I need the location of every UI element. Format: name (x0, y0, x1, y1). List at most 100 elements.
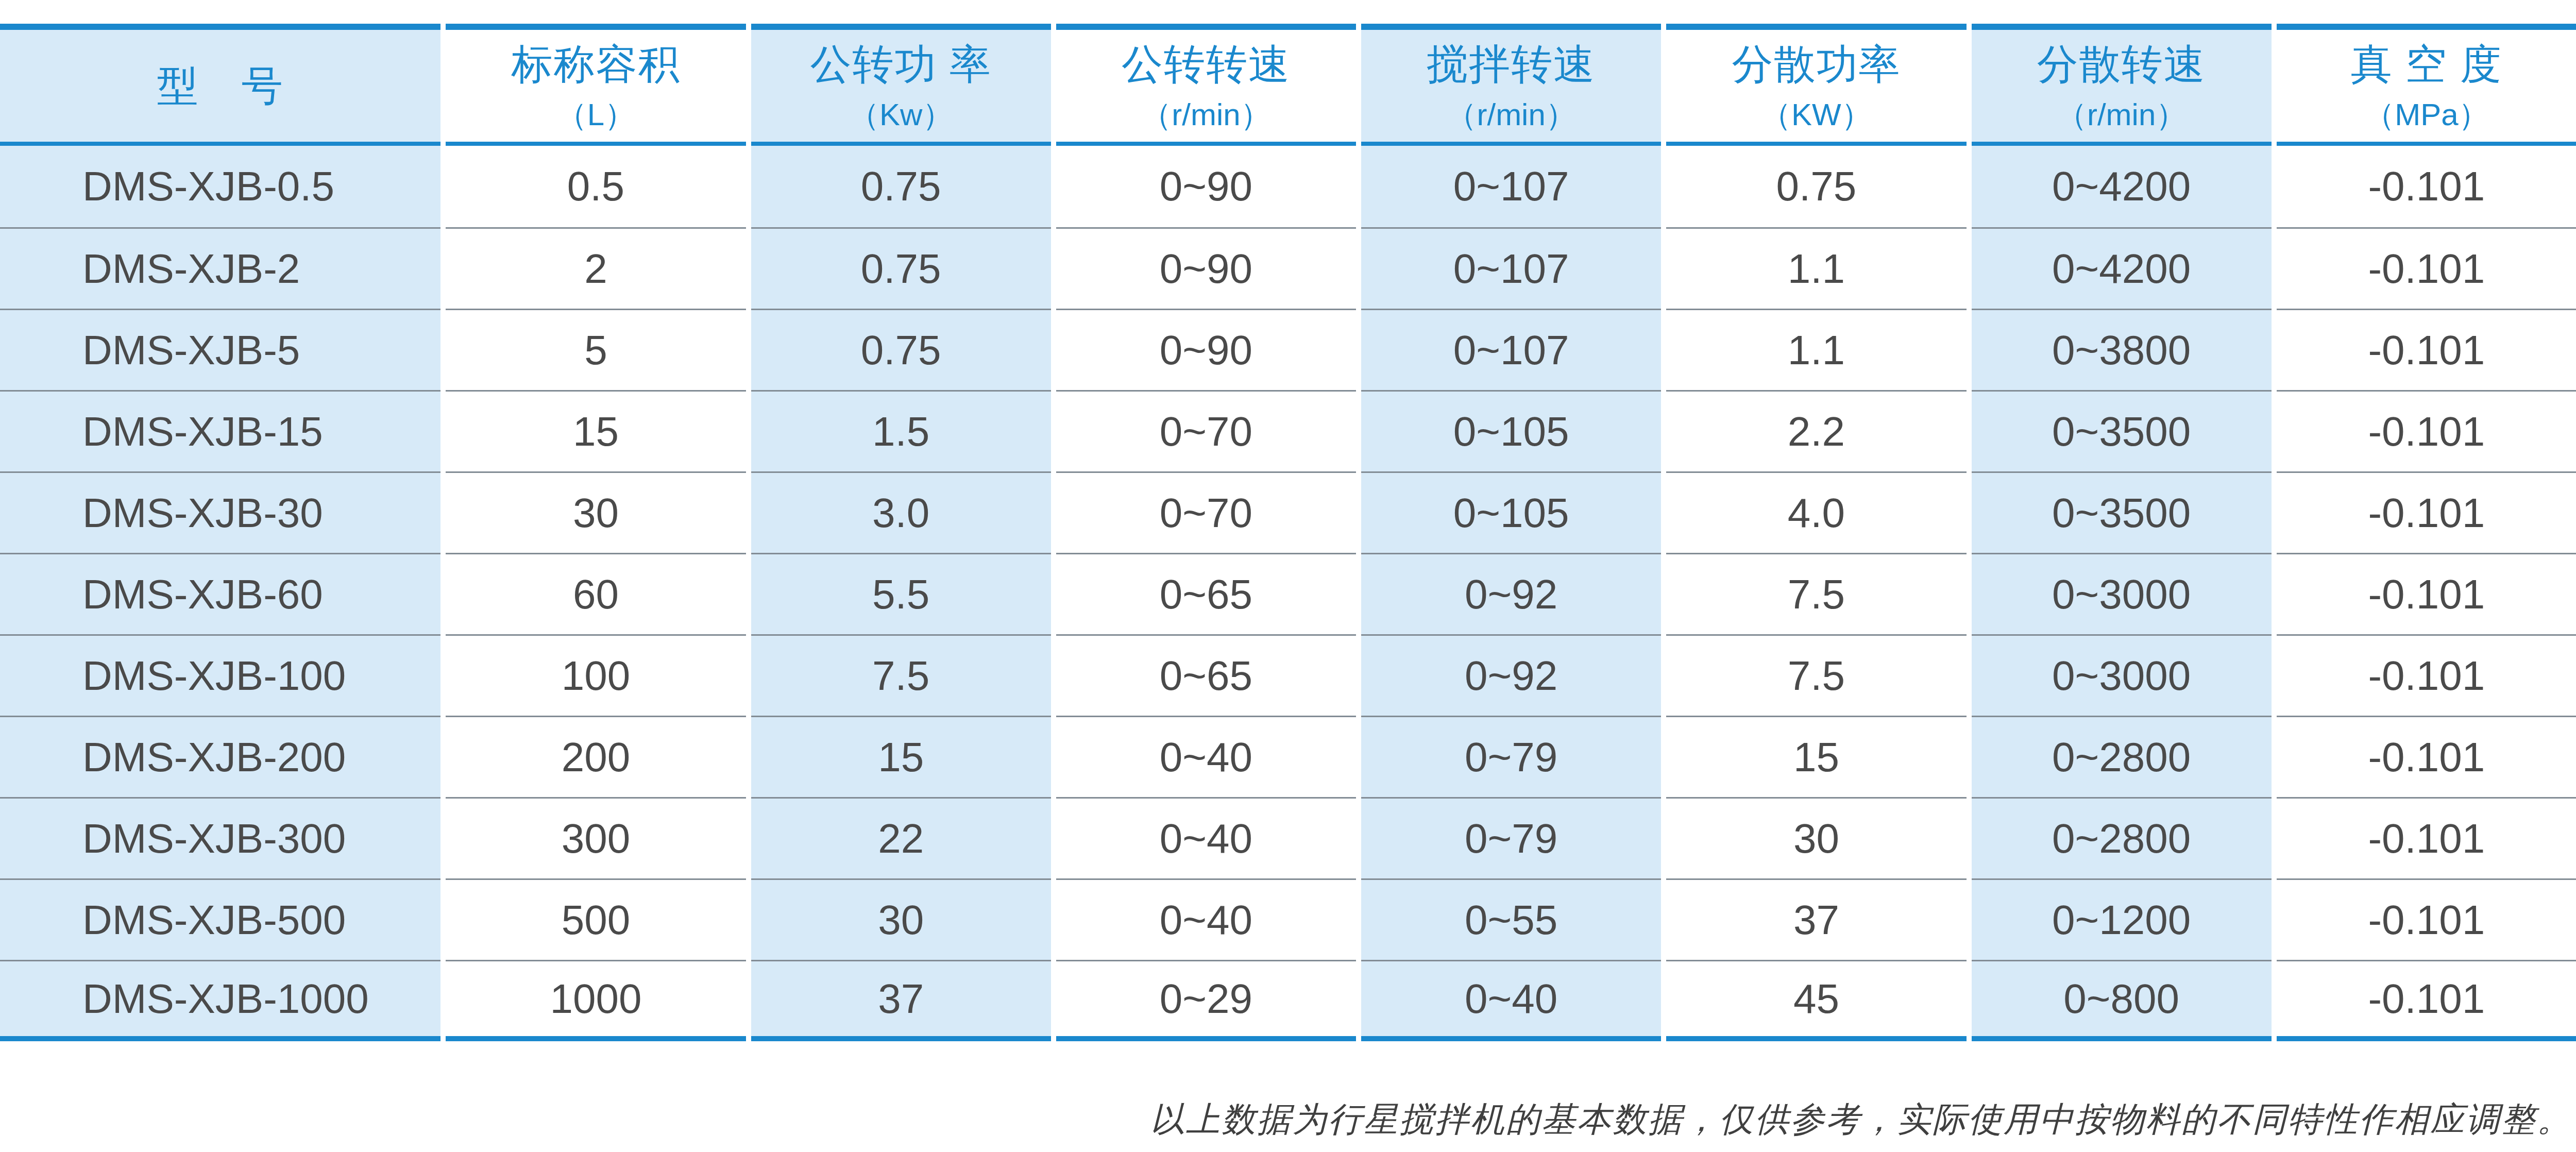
table-row: DMS-XJB-500500300~400~55370~1200-0.101 (0, 878, 2576, 960)
value-cell: 7.5 (1666, 634, 1966, 716)
table-row: DMS-XJB-10001000370~290~40450~800-0.101 (0, 960, 2576, 1041)
model-cell: DMS-XJB-30 (0, 471, 440, 553)
value-cell: 5 (446, 309, 745, 390)
value-cell: 7.5 (751, 634, 1051, 716)
header-row: 型 号标称容积（L）公转功 率（Kw）公转转速（r/min）搅拌转速（r/min… (0, 24, 2576, 146)
value-cell: 0~3500 (1972, 390, 2272, 471)
value-cell: 3.0 (751, 471, 1051, 553)
value-cell: 0~40 (1056, 716, 1356, 797)
value-cell: 0~40 (1056, 878, 1356, 960)
column-label: 标称容积 (446, 36, 745, 93)
column-header: 公转功 率（Kw） (751, 24, 1051, 146)
value-cell: 1000 (446, 960, 745, 1041)
column-label: 真 空 度 (2277, 36, 2576, 93)
column-header: 分散功率（KW） (1666, 24, 1966, 146)
model-cell: DMS-XJB-5 (0, 309, 440, 390)
value-cell: 15 (1666, 716, 1966, 797)
value-cell: 0.75 (1666, 146, 1966, 227)
value-cell: 0.75 (751, 309, 1051, 390)
table-row: DMS-XJB-550.750~900~1071.10~3800-0.101 (0, 309, 2576, 390)
table-row: DMS-XJB-1001007.50~650~927.50~3000-0.101 (0, 634, 2576, 716)
value-cell: 300 (446, 797, 745, 878)
value-cell: 0~1200 (1972, 878, 2272, 960)
column-header: 真 空 度（MPa） (2277, 24, 2576, 146)
value-cell: 4.0 (1666, 471, 1966, 553)
value-cell: 1.1 (1666, 227, 1966, 309)
value-cell: 0~105 (1361, 390, 1661, 471)
value-cell: 0~4200 (1972, 146, 2272, 227)
table-row: DMS-XJB-220.750~900~1071.10~4200-0.101 (0, 227, 2576, 309)
value-cell: -0.101 (2277, 146, 2576, 227)
value-cell: 0~3500 (1972, 471, 2272, 553)
model-cell: DMS-XJB-60 (0, 553, 440, 634)
column-header: 公转转速（r/min） (1056, 24, 1356, 146)
column-unit: （r/min） (1972, 93, 2272, 137)
value-cell: 500 (446, 878, 745, 960)
model-cell: DMS-XJB-0.5 (0, 146, 440, 227)
value-cell: 0~90 (1056, 309, 1356, 390)
value-cell: 1.1 (1666, 309, 1966, 390)
value-cell: 2 (446, 227, 745, 309)
value-cell: 0~3800 (1972, 309, 2272, 390)
value-cell: 0~40 (1056, 797, 1356, 878)
table-body: DMS-XJB-0.50.50.750~900~1070.750~4200-0.… (0, 146, 2576, 1041)
value-cell: 2.2 (1666, 390, 1966, 471)
value-cell: -0.101 (2277, 390, 2576, 471)
spec-table: 型 号标称容积（L）公转功 率（Kw）公转转速（r/min）搅拌转速（r/min… (0, 24, 2576, 1041)
model-cell: DMS-XJB-500 (0, 878, 440, 960)
value-cell: 0~79 (1361, 797, 1661, 878)
column-label: 分散转速 (1972, 36, 2272, 93)
value-cell: -0.101 (2277, 309, 2576, 390)
value-cell: 0~2800 (1972, 797, 2272, 878)
value-cell: -0.101 (2277, 471, 2576, 553)
value-cell: -0.101 (2277, 716, 2576, 797)
value-cell: -0.101 (2277, 960, 2576, 1041)
value-cell: 60 (446, 553, 745, 634)
column-header: 分散转速（r/min） (1972, 24, 2272, 146)
value-cell: 0~107 (1361, 227, 1661, 309)
value-cell: 0~2800 (1972, 716, 2272, 797)
model-cell: DMS-XJB-2 (0, 227, 440, 309)
value-cell: 0~92 (1361, 553, 1661, 634)
column-label: 公转转速 (1056, 36, 1356, 93)
column-header: 标称容积（L） (446, 24, 745, 146)
value-cell: 0.5 (446, 146, 745, 227)
value-cell: 0.75 (751, 146, 1051, 227)
value-cell: -0.101 (2277, 634, 2576, 716)
table-row: DMS-XJB-200200150~400~79150~2800-0.101 (0, 716, 2576, 797)
value-cell: 0~79 (1361, 716, 1661, 797)
page: 型 号标称容积（L）公转功 率（Kw）公转转速（r/min）搅拌转速（r/min… (0, 0, 2576, 1152)
value-cell: 0~29 (1056, 960, 1356, 1041)
value-cell: 0~65 (1056, 553, 1356, 634)
value-cell: 100 (446, 634, 745, 716)
value-cell: 0~3000 (1972, 634, 2272, 716)
value-cell: 5.5 (751, 553, 1051, 634)
value-cell: 30 (1666, 797, 1966, 878)
value-cell: 0~70 (1056, 390, 1356, 471)
value-cell: -0.101 (2277, 878, 2576, 960)
value-cell: 15 (751, 716, 1051, 797)
model-cell: DMS-XJB-200 (0, 716, 440, 797)
value-cell: 0~4200 (1972, 227, 2272, 309)
value-cell: 0~92 (1361, 634, 1661, 716)
table-row: DMS-XJB-30303.00~700~1054.00~3500-0.101 (0, 471, 2576, 553)
column-label: 公转功 率 (751, 36, 1051, 93)
value-cell: 0~65 (1056, 634, 1356, 716)
value-cell: 15 (446, 390, 745, 471)
value-cell: 0~800 (1972, 960, 2272, 1041)
value-cell: 37 (1666, 878, 1966, 960)
value-cell: 200 (446, 716, 745, 797)
model-cell: DMS-XJB-1000 (0, 960, 440, 1041)
model-cell: DMS-XJB-15 (0, 390, 440, 471)
value-cell: 7.5 (1666, 553, 1966, 634)
value-cell: 0~107 (1361, 309, 1661, 390)
value-cell: 22 (751, 797, 1051, 878)
column-label: 型 号 (0, 57, 440, 115)
value-cell: -0.101 (2277, 797, 2576, 878)
value-cell: 30 (446, 471, 745, 553)
value-cell: 0~40 (1361, 960, 1661, 1041)
column-unit: （Kw） (751, 93, 1051, 137)
column-unit: （KW） (1666, 93, 1966, 137)
value-cell: 30 (751, 878, 1051, 960)
value-cell: 0~90 (1056, 227, 1356, 309)
